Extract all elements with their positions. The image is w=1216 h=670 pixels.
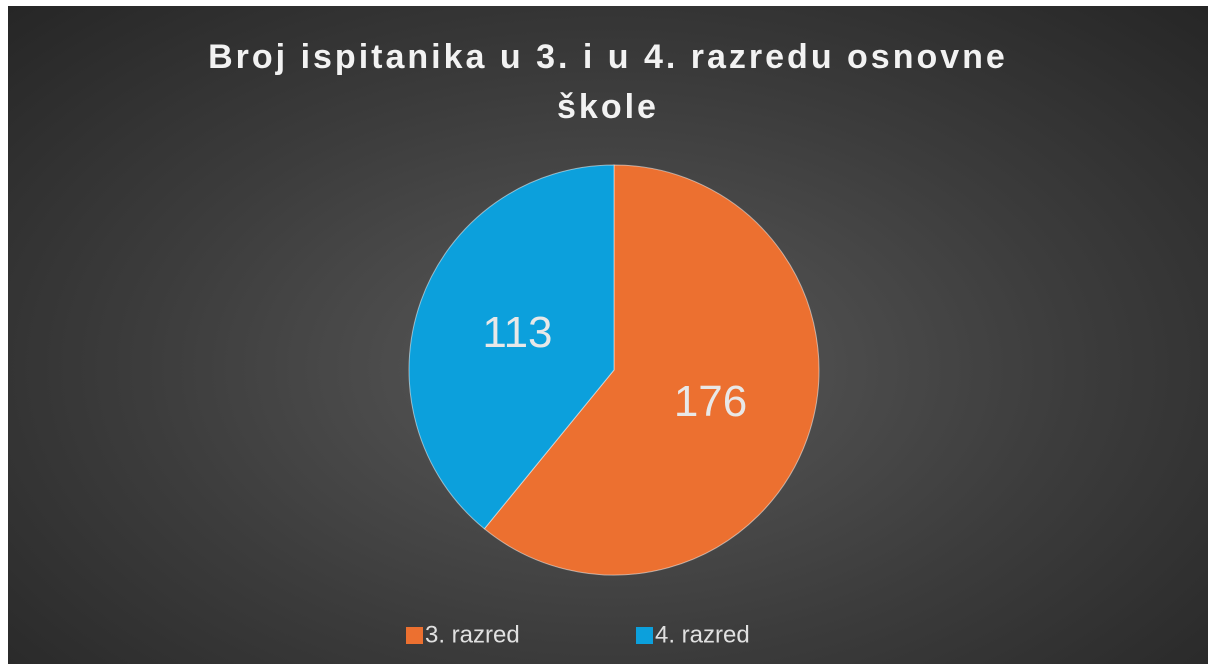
- legend-swatch: [406, 627, 423, 644]
- legend-label: 3. razred: [425, 621, 520, 648]
- legend-swatch: [636, 627, 653, 644]
- pie-slice: [483, 164, 820, 576]
- legend-label: 4. razred: [655, 621, 750, 648]
- chart-title: Broj ispitanika u 3. i u 4. razredu osno…: [208, 38, 1008, 126]
- data-label: 113: [482, 308, 552, 357]
- data-label: 176: [674, 377, 747, 426]
- chart-area: Broj ispitanika u 3. i u 4. razredu osno…: [8, 6, 1208, 664]
- chart: 176 113 3. razred 4. razred: [406, 164, 820, 648]
- pie-slice: [408, 164, 615, 530]
